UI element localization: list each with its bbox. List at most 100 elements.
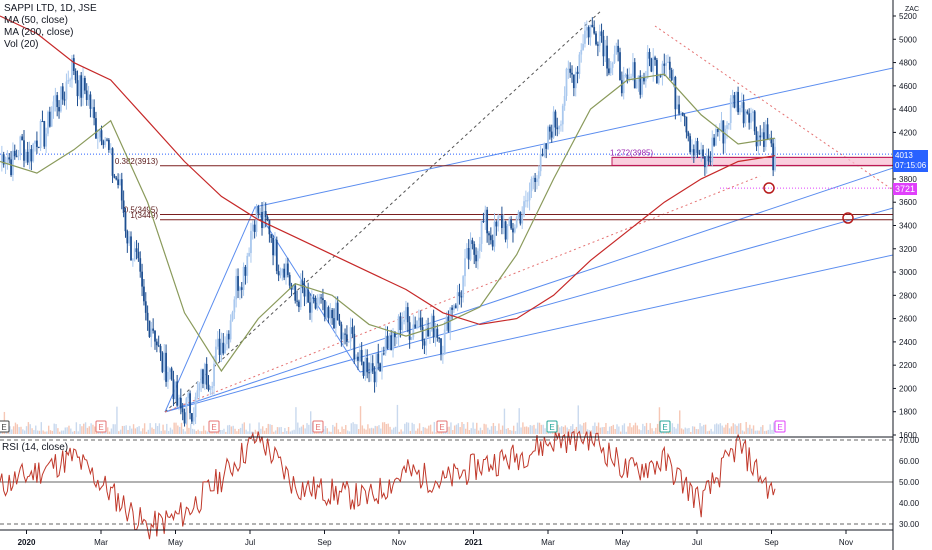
candle-body <box>460 296 463 298</box>
candle-body <box>294 285 297 301</box>
candle-body <box>266 217 269 220</box>
candle-body <box>257 206 260 214</box>
candle-body <box>196 390 199 397</box>
candle-body <box>231 312 234 321</box>
candle-body <box>13 150 16 157</box>
candle-body <box>744 111 747 124</box>
price-tick-label: 3200 <box>899 245 917 254</box>
candle-body <box>440 338 442 355</box>
earnings-marker-label: E <box>439 423 444 432</box>
volume-bar <box>586 429 589 434</box>
candle-body <box>183 412 186 424</box>
candle-body <box>567 68 570 70</box>
candle-body <box>333 318 335 329</box>
volume-bar <box>55 424 57 434</box>
candle-body <box>423 341 426 346</box>
volume-bar <box>658 407 661 434</box>
volume-bar <box>394 426 397 434</box>
volume-bar <box>557 424 559 434</box>
candle-body <box>244 266 247 276</box>
volume-bar <box>699 423 701 434</box>
candle-body <box>314 297 317 309</box>
candle-body <box>526 200 529 202</box>
candle-body <box>122 200 125 213</box>
volume-bar <box>415 430 417 434</box>
volume-bar <box>579 424 581 434</box>
candle-body <box>412 324 415 338</box>
candle-body <box>667 61 669 63</box>
candle-body <box>347 341 350 343</box>
time-tick-label: Jul <box>692 538 702 547</box>
candle-body <box>663 63 666 66</box>
candle-body <box>622 74 625 94</box>
volume-bar <box>481 430 484 434</box>
legend-ma50: MA (50, close) <box>4 15 68 26</box>
candle-body <box>635 81 638 89</box>
candle-body <box>67 80 70 82</box>
candle-body <box>685 116 688 133</box>
candle-body <box>600 31 603 36</box>
volume-bar <box>332 424 334 434</box>
volume-bar <box>149 423 151 434</box>
volume-bar <box>527 427 530 434</box>
candle-body <box>366 357 369 373</box>
volume-bar <box>143 423 146 434</box>
volume-bar <box>376 426 378 434</box>
candle-body <box>355 356 358 360</box>
volume-bar <box>498 423 500 434</box>
volume-bar <box>680 428 683 434</box>
volume-bar <box>175 422 177 434</box>
earnings-marker <box>0 420 10 433</box>
volume-bar <box>656 423 659 434</box>
volume-bar <box>40 422 42 434</box>
candle-body <box>628 77 631 81</box>
volume-bar <box>178 426 181 434</box>
candle-body <box>506 225 509 240</box>
volume-bar <box>752 425 755 434</box>
candle-body <box>718 131 721 133</box>
volume-bar <box>348 431 351 434</box>
volume-bar <box>690 431 692 434</box>
volume-bar <box>651 428 653 434</box>
fib-level-label: 1(3449) <box>130 211 158 220</box>
volume-bar <box>339 431 341 434</box>
candle-body <box>120 179 123 201</box>
volume-bar <box>333 426 336 434</box>
candle-body <box>161 352 164 372</box>
candle-body <box>477 250 479 262</box>
candle-body <box>45 133 48 147</box>
candle-body <box>643 77 645 82</box>
volume-bar <box>714 424 716 434</box>
candle-body <box>543 143 546 156</box>
candle-body <box>50 111 53 127</box>
candle-body <box>488 233 490 236</box>
volume-bar <box>592 425 594 434</box>
volume-bar <box>492 422 495 434</box>
volume-bar <box>426 428 428 434</box>
candle-body <box>541 153 544 156</box>
volume-bar <box>44 431 46 434</box>
candle-body <box>659 75 662 77</box>
volume-bar <box>686 428 688 434</box>
candle-body <box>34 140 36 144</box>
volume-bar <box>132 424 135 434</box>
candle-body <box>277 271 280 276</box>
volume-bar <box>155 423 157 434</box>
candle-body <box>338 320 341 325</box>
volume-bar <box>188 427 190 434</box>
volume-bar <box>267 423 269 434</box>
volume-bar <box>688 427 690 434</box>
volume-bar <box>573 429 576 434</box>
candle-body <box>731 95 734 99</box>
volume-bar <box>435 431 437 434</box>
candle-body <box>393 331 396 338</box>
candle-body <box>2 154 5 165</box>
volume-bar <box>756 430 758 434</box>
volume-bar <box>732 423 734 434</box>
candle-body <box>146 312 149 321</box>
candle-body <box>128 236 131 244</box>
volume-bar <box>202 425 205 434</box>
candle-body <box>159 346 162 353</box>
legend-ma200: MA (200, close) <box>4 27 74 38</box>
